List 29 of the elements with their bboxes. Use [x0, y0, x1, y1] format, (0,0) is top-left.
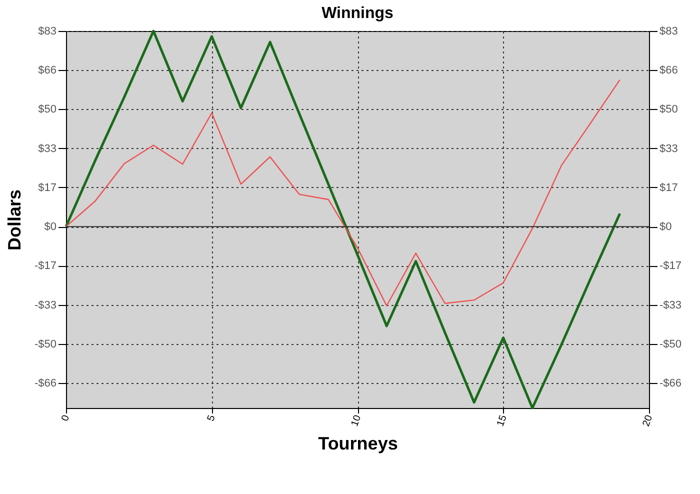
y2-tick-label: $66: [660, 64, 678, 77]
x-tick-label: 0: [60, 413, 72, 423]
y2-tick-label: $0: [660, 221, 672, 234]
y2-tick-label: -$50: [660, 338, 682, 350]
y-tick-label: -$17: [34, 260, 56, 272]
x-tick-label: 15: [495, 413, 510, 428]
y-tick-label: $17: [38, 182, 56, 194]
y-tick-label: $0: [44, 221, 56, 234]
x-tick-label: 10: [349, 413, 364, 428]
y2-tick-label: -$66: [660, 378, 682, 390]
y-tick-label: $66: [38, 64, 56, 77]
y2-tick-label: $83: [660, 26, 678, 38]
y2-tick-label: $50: [660, 104, 678, 116]
x-axis-title: Tourneys: [318, 434, 398, 454]
y2-tick-label: $33: [660, 142, 678, 155]
y-tick-label: -$66: [34, 378, 56, 390]
x-tick-label: 20: [640, 413, 656, 428]
line-series: [65, 79, 620, 306]
y2-tick-label: $17: [660, 182, 678, 194]
y-tick-label: -$33: [34, 299, 56, 312]
y-tick-label: $33: [38, 142, 56, 155]
y2-tick-label: -$33: [660, 299, 682, 312]
y-axis-title: Dollars: [4, 189, 24, 251]
y-tick-label: $50: [38, 104, 56, 116]
x-tick-label: 5: [206, 413, 218, 423]
y-tick-label: $83: [38, 26, 56, 38]
y-tick-label: -$50: [34, 338, 56, 350]
y2-tick-label: -$17: [660, 260, 682, 272]
chart-title: Winnings: [322, 5, 394, 22]
